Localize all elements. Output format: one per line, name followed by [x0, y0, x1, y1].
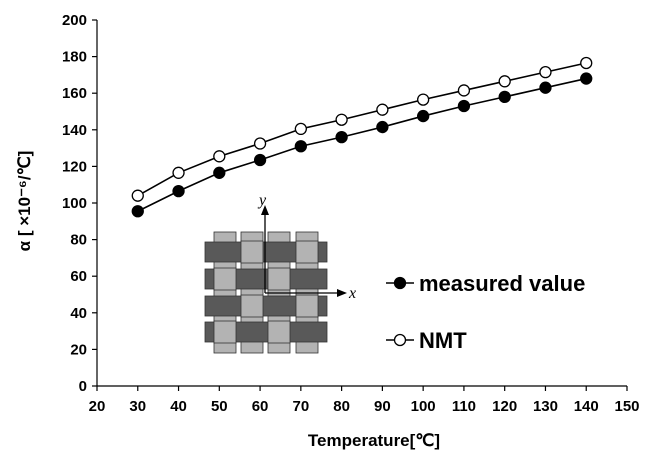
- data-point-measured-value: [213, 166, 226, 179]
- data-point-nmt: [253, 137, 267, 150]
- warp-crossover: [213, 320, 237, 344]
- data-point-measured-value: [539, 81, 552, 94]
- y-tick-label: 140: [62, 122, 87, 139]
- x-tick-label: 80: [333, 398, 350, 415]
- x-tick-label: 40: [170, 398, 187, 415]
- data-point-measured-value: [376, 120, 389, 134]
- legend-label-measured-value: measured value: [419, 271, 585, 296]
- x-arrowhead: [337, 289, 347, 297]
- data-point-nmt: [457, 84, 471, 97]
- series-nmt: [131, 56, 593, 202]
- y-tick-label: 20: [70, 341, 87, 358]
- warp-crossover: [213, 267, 237, 291]
- data-point-nmt: [539, 66, 552, 79]
- coordinate-axes: y x: [257, 192, 356, 302]
- legend-item-nmt: NMT: [386, 328, 467, 353]
- y-axis-ticks: 0 20 40 60 80 100 120 140 160 180 200: [62, 12, 97, 395]
- warp-crossover: [295, 240, 319, 264]
- data-point-measured-value: [498, 90, 511, 104]
- data-point-nmt: [498, 75, 511, 88]
- data-point-measured-value: [335, 130, 348, 144]
- legend-item-measured-value: measured value: [386, 271, 585, 296]
- x-tick-label: 30: [129, 398, 146, 415]
- x-tick-label: 110: [452, 398, 476, 415]
- warp-crossover: [267, 320, 291, 344]
- data-point-measured-value: [253, 153, 267, 167]
- plain-weave-fabric-icon: [204, 231, 328, 354]
- warp-crossover: [240, 240, 264, 264]
- y-tick-label: 100: [62, 195, 87, 212]
- legend-marker-measured-value: [393, 276, 407, 290]
- series-measured-value: [131, 72, 593, 218]
- y-tick-label: 40: [70, 305, 87, 322]
- y-arrowhead: [261, 205, 269, 215]
- y-tick-label: 80: [70, 232, 87, 249]
- data-point-nmt: [294, 122, 307, 136]
- y-tick-label: 200: [62, 12, 87, 29]
- data-point-nmt: [335, 113, 348, 126]
- data-point-measured-value: [131, 205, 144, 218]
- y-tick-label: 180: [62, 49, 87, 66]
- x-tick-label: 60: [252, 398, 269, 415]
- data-point-nmt: [376, 103, 389, 116]
- x-tick-label: 70: [293, 398, 310, 415]
- warp-crossover: [295, 294, 319, 318]
- warp-crossover: [267, 267, 291, 291]
- data-point-measured-value: [457, 99, 471, 113]
- series-line-nmt: [137, 62, 587, 197]
- data-point-measured-value: [294, 140, 307, 153]
- x-tick-label: 90: [374, 398, 391, 415]
- y-tick-label: 60: [70, 268, 87, 285]
- x-tick-label: 150: [614, 398, 639, 415]
- y-coordinate-label: y: [257, 192, 267, 209]
- series-line-measured-value: [137, 77, 587, 212]
- y-axis-title: α [ ×10⁻⁶/℃]: [15, 151, 34, 252]
- x-tick-label: 20: [89, 398, 106, 415]
- data-point-nmt: [172, 166, 185, 179]
- x-axis-title: Temperature[℃]: [308, 431, 440, 450]
- x-tick-label: 130: [533, 398, 558, 415]
- data-point-measured-value: [417, 109, 430, 123]
- series-layer: [131, 56, 593, 218]
- y-tick-label: 160: [62, 85, 87, 102]
- data-point-nmt: [580, 56, 593, 70]
- legend: measured value NMT: [386, 271, 585, 353]
- x-tick-label: 140: [574, 398, 599, 415]
- x-tick-label: 50: [211, 398, 228, 415]
- y-tick-label: 120: [62, 158, 87, 175]
- data-point-measured-value: [580, 72, 593, 85]
- y-tick-label: 0: [79, 378, 87, 395]
- legend-marker-nmt: [393, 333, 407, 347]
- legend-label-nmt: NMT: [419, 328, 467, 353]
- warp-crossover: [240, 294, 264, 318]
- data-point-nmt: [417, 93, 430, 106]
- x-tick-label: 100: [411, 398, 436, 415]
- data-point-nmt: [213, 150, 226, 163]
- x-axis-ticks: 20 30 40 50 60 70 80 90 100 110 120 130 140 150: [89, 386, 640, 415]
- x-tick-label: 120: [492, 398, 517, 415]
- x-coordinate-label: x: [348, 285, 356, 302]
- data-point-nmt: [131, 189, 144, 202]
- data-point-measured-value: [172, 184, 185, 198]
